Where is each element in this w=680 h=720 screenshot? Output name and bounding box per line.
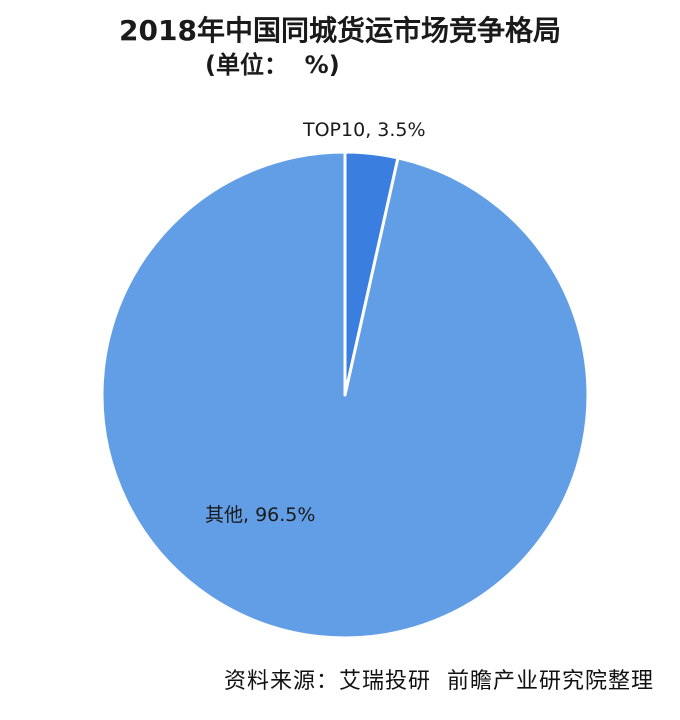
- pie-slice-other: [100, 150, 590, 640]
- unit-label: (单位： %): [205, 51, 340, 79]
- slice-label-other: 其他, 96.5%: [205, 504, 315, 526]
- slice-label-top10: TOP10, 3.5%: [302, 119, 426, 141]
- source-note: 资料来源：艾瑞投研 前瞻产业研究院整理: [224, 669, 654, 694]
- chart-title: 2018年中国同城货运市场竞争格局: [119, 14, 561, 47]
